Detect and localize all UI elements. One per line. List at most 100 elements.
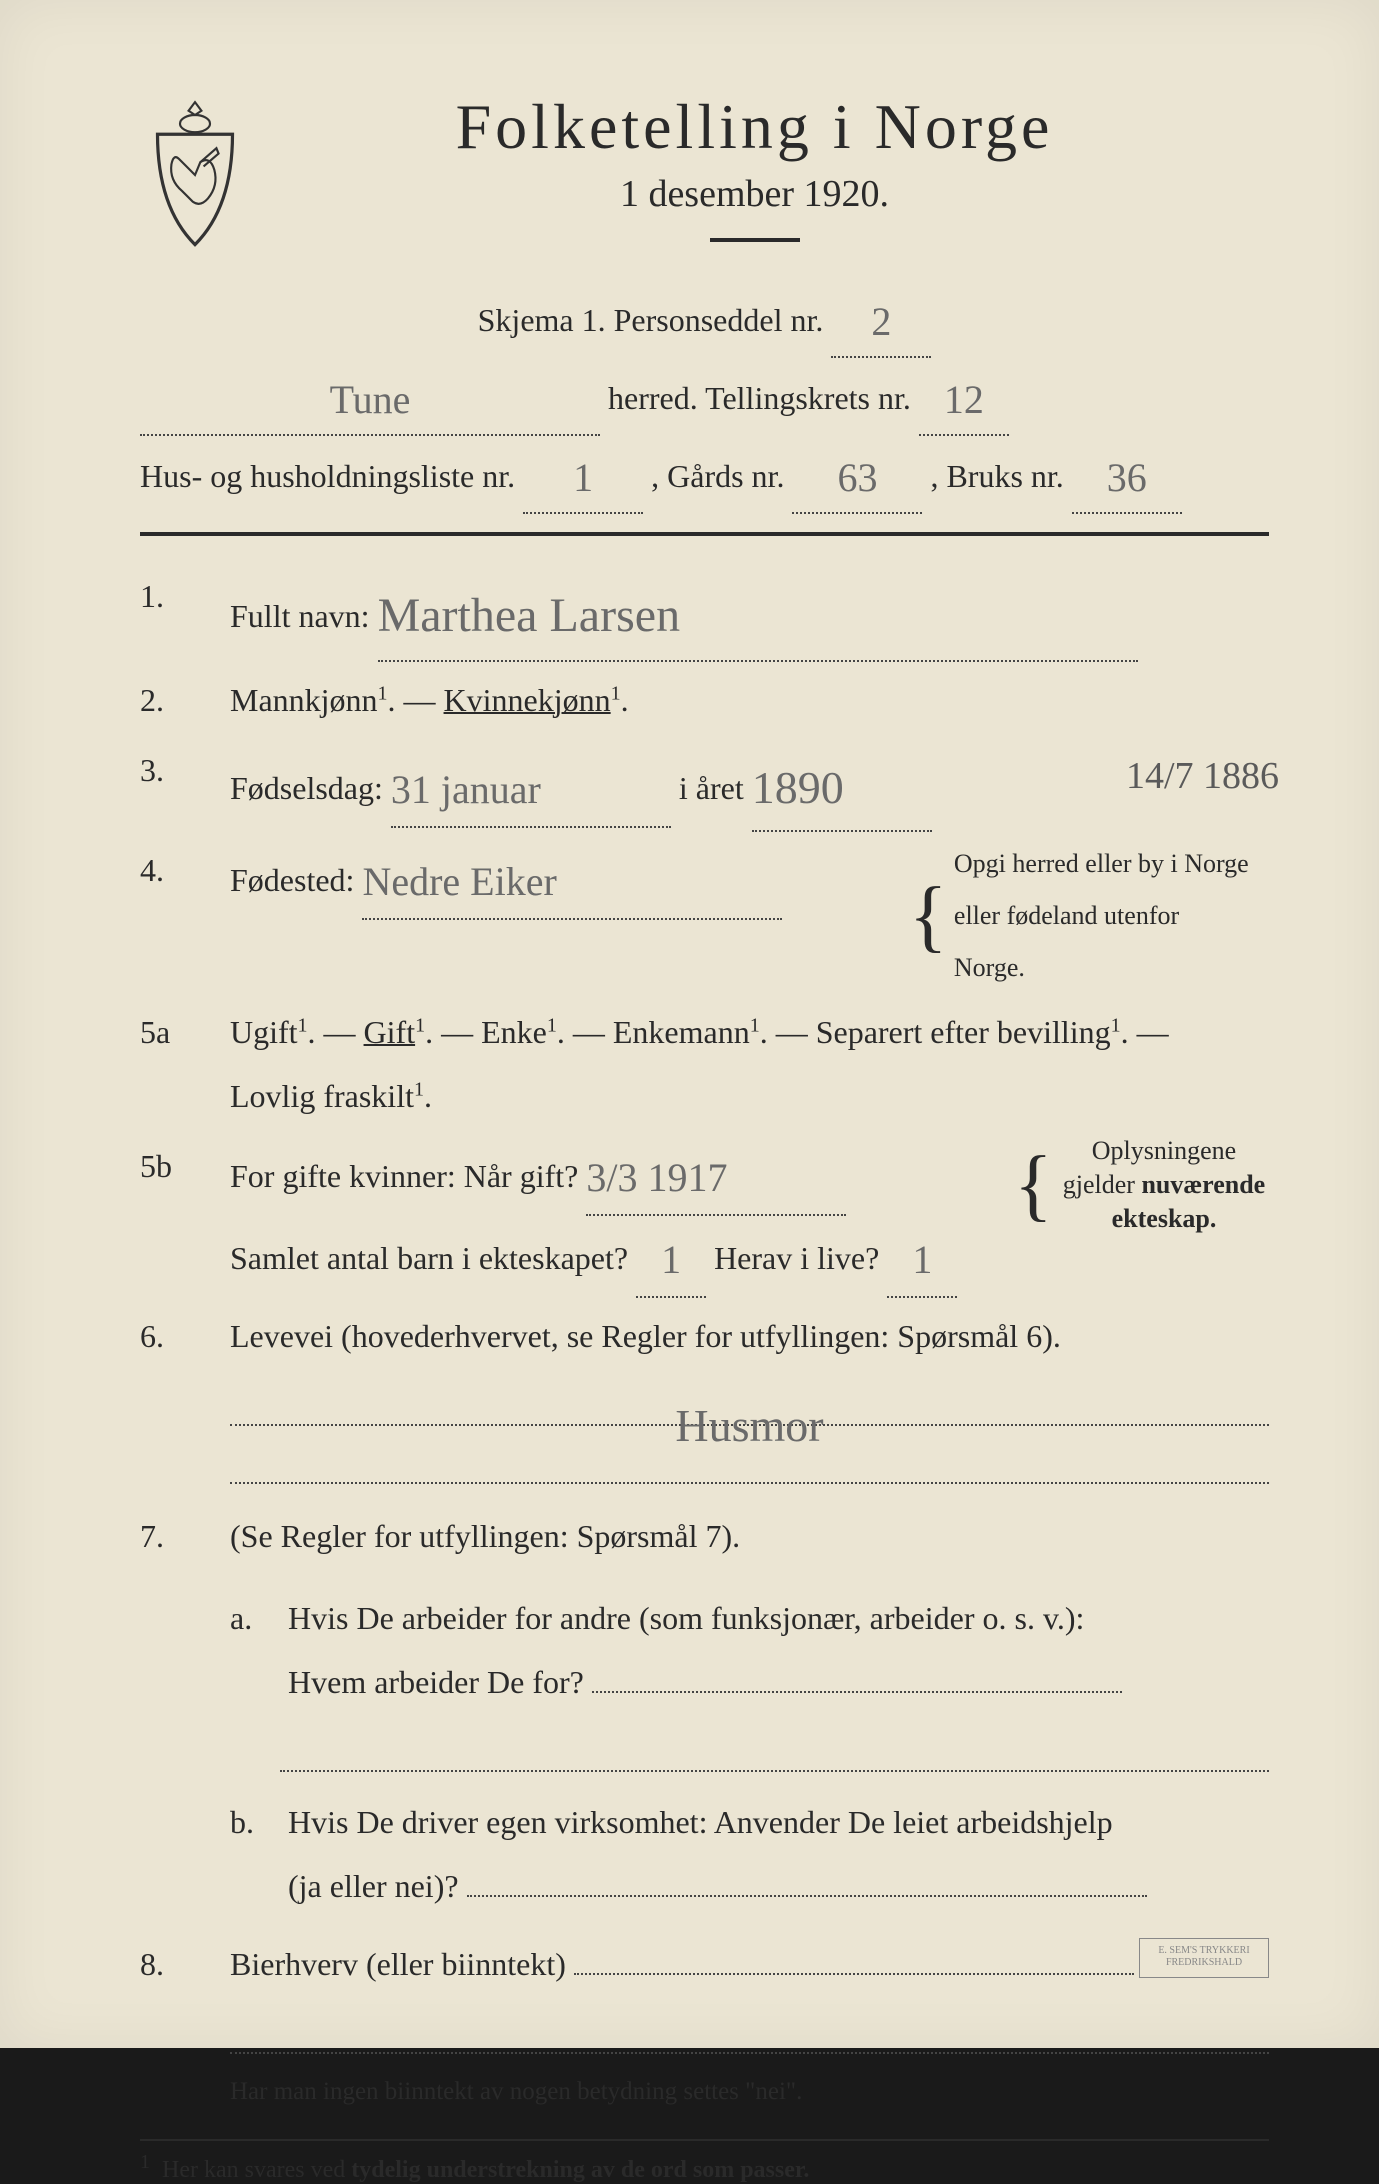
- q3-label: Fødselsdag:: [230, 770, 383, 806]
- q5a-s2: 1: [547, 1014, 557, 1036]
- q7-label: (Se Regler for utfyllingen: Spørsmål 7).: [230, 1518, 740, 1554]
- herred-label: herred. Tellingskrets nr.: [608, 380, 911, 416]
- q5b-label-b: Samlet antal barn i ekteskapet?: [230, 1240, 628, 1276]
- footnote-text: Her kan svares ved tydelig understreknin…: [162, 2157, 809, 2183]
- q4-value: Nedre Eiker: [362, 859, 556, 904]
- q7b-text1: Hvis De driver egen virksomhet: Anvender…: [288, 1804, 1113, 1840]
- husliste-line: Hus- og husholdningsliste nr. 1 , Gårds …: [140, 436, 1269, 514]
- q5b-brace-b: gjelder nuværende: [1063, 1170, 1265, 1199]
- herred-line: Tune herred. Tellingskrets nr. 12: [140, 358, 1269, 436]
- q7a-letter: a.: [230, 1586, 280, 1650]
- q3-margin-note: 14/7 1886: [1126, 738, 1279, 814]
- q2-kvinne: Kvinnekjønn: [444, 682, 611, 718]
- footer-rule: [140, 2139, 1269, 2141]
- q6-value: Husmor: [675, 1400, 823, 1451]
- q5b-label-a: For gifte kvinner: Når gift?: [230, 1158, 578, 1194]
- section-rule-1: [140, 532, 1269, 536]
- q8-row: 8. Bierhverv (eller biinntekt): [140, 1932, 1269, 2054]
- q7a-blank1: [592, 1691, 1122, 1693]
- q2-mann: Mannkjønn: [230, 682, 378, 718]
- q7b-letter: b.: [230, 1790, 280, 1854]
- personseddel-nr: 2: [871, 299, 891, 344]
- herred-value: Tune: [330, 377, 411, 422]
- gaards-nr: 63: [837, 455, 877, 500]
- footer-note: Har man ingen biinntekt av nogen betydni…: [230, 2074, 1269, 2109]
- husliste-label: Hus- og husholdningsliste nr.: [140, 458, 515, 494]
- q8-label: Bierhverv (eller biinntekt): [230, 1946, 566, 1982]
- main-title: Folketelling i Norge: [240, 90, 1269, 164]
- brace-icon: {: [909, 888, 947, 944]
- q5b-live: 1: [912, 1237, 932, 1282]
- q5a-opt-5: Lovlig fraskilt: [230, 1078, 414, 1114]
- bruks-nr: 36: [1107, 455, 1147, 500]
- q2-sup2: 1: [611, 682, 621, 704]
- q3-year: 1890: [752, 762, 844, 813]
- footnote: 1 Her kan svares ved tydelig understrekn…: [140, 2151, 1269, 2184]
- q4-row: 4. Fødested: Nedre Eiker { Opgi herred e…: [140, 838, 1269, 994]
- q1-row: 1. Fullt navn: Marthea Larsen: [140, 564, 1269, 662]
- q5a-opt-4: Separert efter bevilling: [816, 1014, 1111, 1050]
- q5a-opt-3: Enkemann: [613, 1014, 750, 1050]
- q5a-body: Ugift1. — Gift1. — Enke1. — Enkemann1. —…: [230, 1000, 1269, 1128]
- stamp-a: E. SEM'S TRYKKERI: [1158, 1945, 1249, 1956]
- q6-num: 6.: [140, 1304, 230, 1484]
- title-block: Folketelling i Norge 1 desember 1920.: [240, 90, 1269, 270]
- gaards-label: , Gårds nr.: [651, 458, 784, 494]
- q8-blank2: [230, 2004, 1269, 2054]
- q5b-brace-a: Oplysningene: [1092, 1136, 1236, 1165]
- q6-label: Levevei (hovederhvervet, se Regler for u…: [230, 1318, 1061, 1354]
- q7a-text2: Hvem arbeider De for?: [288, 1664, 584, 1700]
- q5a-num: 5a: [140, 1000, 230, 1128]
- husliste-nr: 1: [573, 455, 593, 500]
- header: Folketelling i Norge 1 desember 1920.: [140, 90, 1269, 270]
- q4-note-a: Opgi herred eller by i Norge: [954, 849, 1249, 878]
- skjema-line: Skjema 1. Personseddel nr. 2: [140, 280, 1269, 358]
- tellingskrets-nr: 12: [944, 377, 984, 422]
- stamp-b: FREDRIKSHALD: [1166, 1957, 1242, 1968]
- q5b-num: 5b: [140, 1134, 230, 1298]
- q5a-s4: 1: [1111, 1014, 1121, 1036]
- q5b-barn: 1: [661, 1237, 681, 1282]
- q5b-label-c: Herav i live?: [714, 1240, 879, 1276]
- q1-label: Fullt navn:: [230, 598, 370, 634]
- coat-of-arms-icon: [140, 100, 250, 250]
- q5b-gift: 3/3 1917: [586, 1155, 727, 1200]
- printer-stamp: E. SEM'S TRYKKERI FREDRIKSHALD: [1139, 1938, 1269, 1978]
- q5b-row: 5b For gifte kvinner: Når gift? 3/3 1917…: [140, 1134, 1269, 1298]
- q5b-brace-note: { Oplysningene gjelder nuværende ekteska…: [1014, 1134, 1269, 1298]
- q2-sup1: 1: [378, 682, 388, 704]
- q7b-text2: (ja eller nei)?: [288, 1868, 459, 1904]
- q5a-opt-1: Gift: [364, 1014, 416, 1050]
- footnote-num: 1: [140, 2151, 150, 2173]
- q3-day: 31 januar: [391, 767, 541, 812]
- q6-row: 6. Levevei (hovederhvervet, se Regler fo…: [140, 1304, 1269, 1484]
- q3-num: 3.: [140, 738, 230, 832]
- q2-num: 2.: [140, 668, 230, 732]
- subtitle: 1 desember 1920.: [240, 172, 1269, 216]
- q5a-opt-0: Ugift: [230, 1014, 298, 1050]
- q4-num: 4.: [140, 838, 230, 994]
- q4-note-b: eller fødeland utenfor Norge.: [954, 901, 1179, 982]
- q7-num: 7.: [140, 1504, 230, 1918]
- title-divider: [710, 238, 800, 242]
- q7b-blank: [467, 1895, 1147, 1897]
- q7-row: 7. (Se Regler for utfyllingen: Spørsmål …: [140, 1504, 1269, 1918]
- q3-row: 3. Fødselsdag: 31 januar i året 1890 14/…: [140, 738, 1269, 832]
- q5a-s1: 1: [415, 1014, 425, 1036]
- q5a-s3: 1: [750, 1014, 760, 1036]
- q5a-row: 5a Ugift1. — Gift1. — Enke1. — Enkemann1…: [140, 1000, 1269, 1128]
- q7a-text1: Hvis De arbeider for andre (som funksjon…: [288, 1600, 1084, 1636]
- q1-value: Marthea Larsen: [378, 589, 681, 642]
- q8-num: 8.: [140, 1932, 230, 2054]
- q5b-brace-c: ekteskap.: [1112, 1204, 1217, 1233]
- q4-note: { Opgi herred eller by i Norge eller fød…: [909, 838, 1269, 994]
- q4-label: Fødested:: [230, 862, 354, 898]
- q7a-blank2: [280, 1722, 1269, 1772]
- q3-mid: i året: [679, 770, 744, 806]
- q8-blank1: [574, 1973, 1134, 1975]
- skjema-label: Skjema 1. Personseddel nr.: [478, 302, 824, 338]
- bruks-label: , Bruks nr.: [930, 458, 1063, 494]
- q5a-s0: 1: [298, 1014, 308, 1036]
- brace-icon-2: {: [1014, 1157, 1052, 1213]
- q1-num: 1.: [140, 564, 230, 662]
